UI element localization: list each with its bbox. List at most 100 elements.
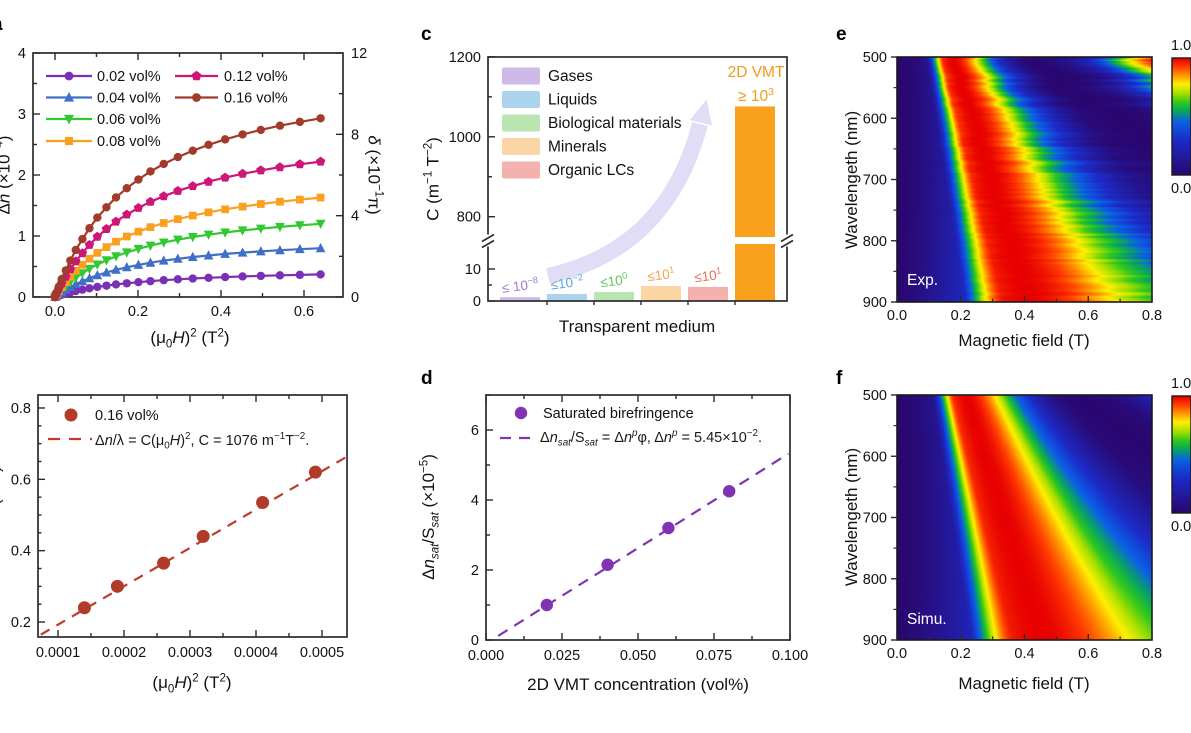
- y-tick-label: 0: [471, 633, 479, 649]
- legend-label: Organic LCs: [548, 162, 634, 179]
- legend-marker: [63, 114, 75, 125]
- y-tick-label: 3: [18, 107, 26, 123]
- x-tick-label: 0.6: [294, 304, 314, 320]
- y-tick-label: 800: [863, 234, 887, 250]
- data-marker: [146, 167, 155, 176]
- data-marker: [188, 181, 198, 191]
- data-marker: [221, 205, 230, 214]
- bar-2D-VMT-lower: [735, 244, 775, 301]
- panel-e-x-axis-label: Magnetic field (T): [958, 331, 1090, 350]
- bar-Liquids: [547, 293, 587, 301]
- panel-b-plot: 0.0001 0.0002 0.0003 0.0004 0.0005 0.2 0.4 0.6 0…: [11, 394, 348, 661]
- y-tick-label: 500: [863, 50, 887, 66]
- y-tick-label: 900: [863, 633, 887, 649]
- bar-Organic LCs: [688, 286, 728, 301]
- data-marker: [102, 281, 111, 290]
- panel-d-x-axis-label: 2D VMT concentration (vol%): [527, 675, 749, 694]
- data-marker: [93, 282, 102, 292]
- data-marker: [188, 211, 197, 220]
- legend-label: 0.16 vol%: [224, 91, 288, 107]
- data-marker: [145, 257, 156, 267]
- data-marker: [93, 213, 102, 222]
- data-point: [196, 529, 210, 543]
- y-tick-label: 900: [863, 295, 887, 311]
- data-marker: [78, 260, 87, 269]
- y-tick-label: 0: [473, 294, 481, 310]
- legend-marker: [64, 71, 74, 81]
- data-marker: [295, 117, 305, 127]
- legend-swatch-Organic LCs: [502, 161, 540, 179]
- data-marker: [275, 244, 285, 255]
- data-marker: [121, 262, 132, 272]
- bar-2D-VMT-upper: [735, 106, 775, 237]
- panel-e-y-axis-label: Wavelengeth (nm): [842, 110, 861, 250]
- colorbar-frame: [1171, 395, 1191, 514]
- data-marker: [92, 270, 103, 280]
- data-marker: [256, 165, 266, 175]
- data-marker: [220, 172, 230, 182]
- data-marker: [238, 202, 247, 211]
- y-tick-label: 0: [18, 290, 26, 306]
- data-marker: [92, 231, 102, 241]
- data-point: [110, 579, 124, 593]
- legend-label: 0.06 vol%: [97, 112, 161, 128]
- data-marker: [134, 277, 143, 287]
- data-marker: [122, 279, 131, 288]
- legend-label: 0.08 vol%: [97, 134, 161, 150]
- data-marker: [295, 221, 305, 231]
- data-marker: [158, 255, 169, 265]
- x-tick-label: 0.0: [887, 646, 907, 662]
- data-marker: [111, 264, 121, 274]
- x-tick-label: 0.6: [1078, 646, 1098, 662]
- data-marker: [146, 223, 155, 232]
- panel-e-corner-label: Exp.: [907, 272, 939, 289]
- y-tick-label: 0.6: [11, 472, 31, 488]
- data-marker: [316, 114, 325, 123]
- trend-arrow-head: [689, 99, 712, 126]
- data-marker: [78, 234, 87, 244]
- axis-break-slash: [780, 233, 794, 243]
- data-marker: [66, 272, 75, 281]
- legend-marker: [64, 408, 78, 422]
- data-marker: [111, 280, 121, 289]
- legend-label: Gases: [548, 68, 593, 85]
- data-marker: [187, 251, 198, 262]
- legend-marker: [191, 70, 202, 81]
- data-marker: [237, 247, 248, 257]
- y-tick-label: 4: [18, 46, 26, 62]
- data-marker: [134, 227, 143, 236]
- data-marker: [275, 162, 285, 172]
- x-tick-label: 0.0002: [102, 645, 146, 661]
- panel-a-y-axis-label-left: Δn (×10−4): [0, 136, 14, 215]
- data-marker: [159, 219, 168, 227]
- y-tick-label: 700: [863, 511, 887, 527]
- y-tick-label: 500: [863, 388, 887, 404]
- legend-label: 0.04 vol%: [97, 91, 161, 107]
- data-marker: [275, 222, 285, 233]
- y-tick-label: 1000: [449, 130, 481, 146]
- data-marker: [159, 275, 168, 285]
- axis-break-gap: [784, 234, 790, 247]
- panel-e-axes: 0.0 0.2 0.4 0.6 0.8 500 600 700 800 900: [863, 50, 1191, 324]
- data-marker: [295, 243, 305, 254]
- legend-swatch-Minerals: [502, 138, 540, 155]
- data-marker: [111, 216, 121, 226]
- data-marker: [203, 250, 214, 260]
- data-marker: [112, 237, 120, 246]
- y-tick-label: 800: [457, 210, 481, 226]
- data-marker: [316, 270, 325, 279]
- heatmap-exp-canvas: [897, 57, 1152, 302]
- data-marker: [276, 197, 284, 206]
- x-tick-label: 0.8: [1142, 308, 1162, 324]
- data-marker: [102, 243, 111, 251]
- data-marker: [275, 271, 285, 280]
- panel-b-y-axis-label: Δn/λ (m−1): [0, 466, 4, 543]
- data-point: [256, 496, 270, 510]
- colorbar-simu-canvas: [1172, 396, 1191, 513]
- panel-c-frame: [487, 56, 788, 302]
- legend-label: 0.12 vol%: [224, 69, 288, 85]
- colorbar-frame: [1171, 57, 1191, 176]
- data-marker: [77, 248, 88, 258]
- series-line-0.16 vol%: [53, 117, 321, 298]
